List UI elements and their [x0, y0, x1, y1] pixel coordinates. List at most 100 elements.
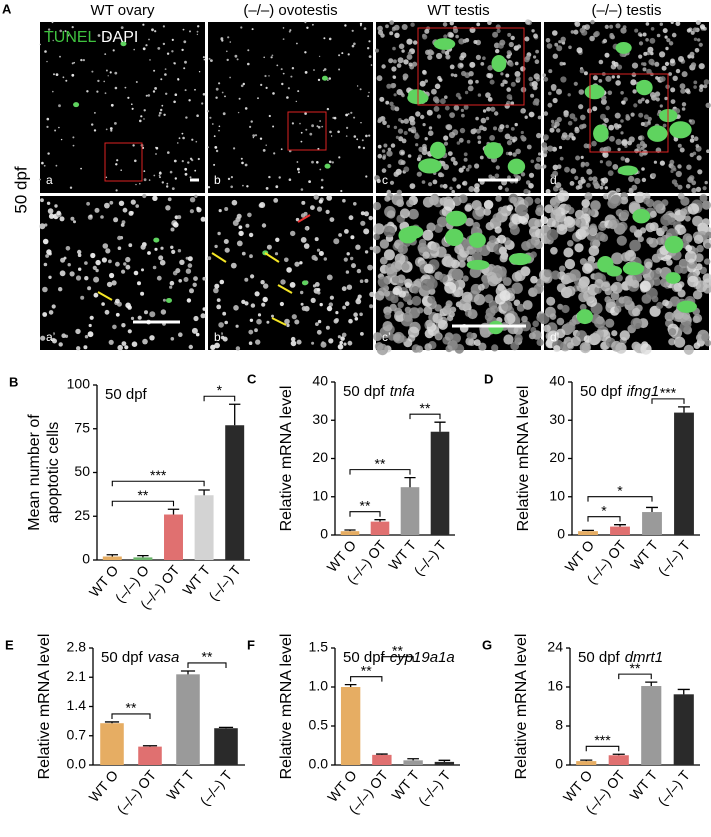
nucleus	[446, 124, 452, 130]
nucleus	[579, 89, 585, 95]
nucleus	[551, 120, 554, 123]
nucleus	[449, 112, 455, 118]
nucleus	[321, 126, 323, 128]
nucleus	[108, 75, 109, 76]
nucleus	[506, 87, 511, 92]
nucleus	[387, 164, 391, 168]
tunel-signal	[467, 260, 490, 270]
nucleus	[687, 177, 693, 183]
significance-label: **	[392, 642, 403, 658]
nucleus	[671, 99, 676, 104]
nucleus	[648, 120, 651, 123]
nucleus	[540, 216, 548, 224]
nucleus	[516, 204, 528, 216]
nucleus	[525, 19, 531, 25]
x-tick-label: (–/–) T	[411, 537, 450, 579]
nucleus	[454, 344, 464, 354]
nucleus	[309, 133, 312, 136]
nucleus	[635, 323, 641, 329]
nucleus	[478, 141, 481, 144]
nucleus	[424, 29, 429, 34]
nucleus	[424, 306, 433, 315]
nucleus	[489, 135, 495, 141]
nucleus	[638, 236, 644, 242]
nucleus	[178, 249, 181, 252]
nucleus	[415, 111, 420, 116]
nucleus	[478, 93, 481, 96]
nucleus	[676, 69, 680, 73]
nucleus	[317, 291, 320, 294]
nucleus	[121, 323, 125, 327]
sub-label: c’	[382, 330, 391, 344]
nucleus	[329, 131, 332, 134]
error-bar	[137, 556, 148, 558]
nucleus	[148, 39, 150, 41]
nucleus	[353, 202, 357, 206]
nucleus	[357, 85, 358, 86]
nucleus	[511, 82, 516, 87]
nucleus	[700, 24, 705, 29]
nucleus	[368, 40, 370, 42]
nucleus	[249, 341, 253, 345]
nucleus	[525, 116, 528, 119]
nucleus	[329, 38, 332, 41]
nucleus	[460, 128, 465, 133]
nucleus	[425, 79, 428, 82]
nucleus	[463, 39, 467, 43]
nucleus	[533, 101, 538, 106]
nucleus	[338, 233, 342, 237]
y-tick-label: 10	[312, 487, 328, 503]
nucleus	[42, 312, 47, 317]
nucleus	[508, 152, 512, 156]
nucleus	[563, 62, 566, 65]
nucleus	[615, 80, 621, 86]
nucleus	[290, 282, 296, 288]
nucleus	[319, 169, 321, 171]
nucleus	[429, 126, 432, 129]
nucleus	[178, 332, 183, 337]
nucleus	[106, 129, 108, 131]
nucleus	[625, 158, 630, 163]
nucleus	[410, 120, 416, 126]
tunel-signal	[434, 38, 456, 50]
nucleus	[559, 266, 565, 272]
nucleus	[673, 76, 678, 81]
nucleus	[149, 311, 155, 317]
bar	[195, 495, 214, 560]
nucleus	[422, 70, 426, 74]
nucleus	[569, 269, 581, 281]
nucleus	[305, 129, 307, 131]
nucleus	[401, 120, 405, 124]
nucleus	[188, 263, 193, 268]
nucleus	[230, 41, 232, 43]
nucleus	[228, 178, 230, 180]
nucleus	[550, 210, 561, 221]
nucleus	[299, 123, 301, 125]
nucleus	[152, 196, 157, 201]
nucleus	[436, 53, 442, 59]
x-tick-label: WT O	[86, 767, 122, 805]
nucleus	[686, 165, 691, 170]
tunel-signal	[484, 142, 503, 159]
nucleus	[161, 105, 163, 107]
nucleus	[444, 95, 448, 99]
nucleus	[121, 223, 125, 227]
nucleus	[330, 217, 335, 222]
nucleus	[662, 66, 667, 71]
nucleus	[654, 62, 659, 67]
nucleus	[387, 210, 395, 218]
nucleus	[453, 28, 458, 33]
nucleus	[320, 303, 323, 306]
nucleus	[684, 345, 694, 355]
nucleus	[242, 185, 244, 187]
nucleus	[642, 150, 648, 156]
nucleus	[237, 58, 239, 60]
significance-label: **	[630, 660, 641, 676]
nucleus	[632, 89, 636, 93]
nucleus	[317, 207, 322, 212]
nucleus	[128, 329, 132, 333]
nucleus	[394, 33, 399, 38]
y-tick-label: 0	[82, 551, 90, 567]
nucleus	[88, 331, 94, 337]
nucleus	[247, 63, 250, 66]
